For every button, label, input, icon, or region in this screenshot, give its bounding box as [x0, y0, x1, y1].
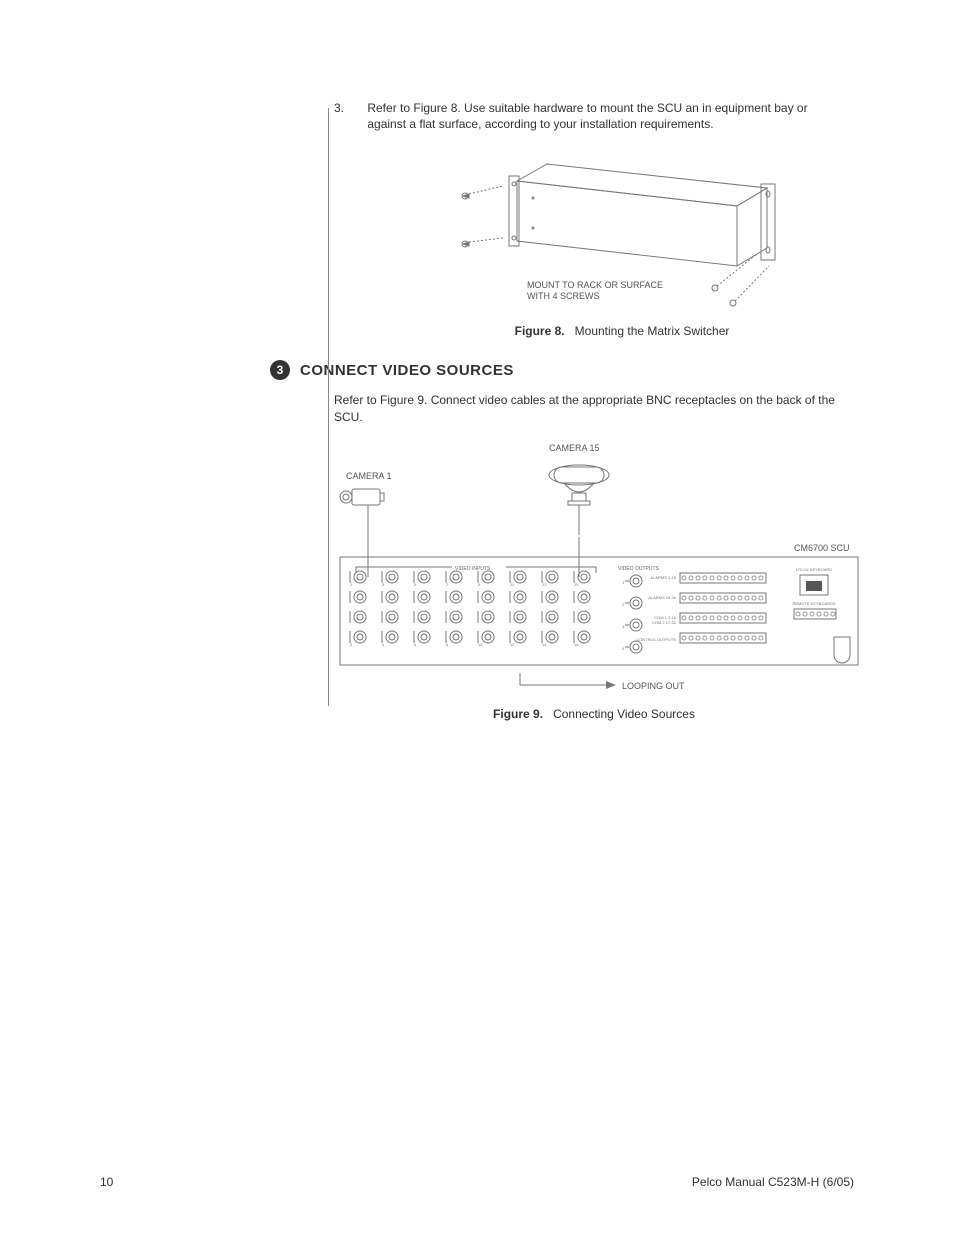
- fig8-caption-text: Mounting the Matrix Switcher: [575, 324, 730, 338]
- fig9-com2: COM 2 17-32: [652, 620, 677, 625]
- fig9-cam1-label: CAMERA 1: [346, 471, 392, 481]
- page: 3. Refer to Figure 8. Use suitable hardw…: [0, 0, 954, 1235]
- fig9-caption-text: Connecting Video Sources: [553, 707, 695, 721]
- install-step-3: 3. Refer to Figure 8. Use suitable hardw…: [334, 100, 854, 132]
- fig8-svg: MOUNT TO RACK OR SURFACE WITH 4 SCREWS: [457, 146, 787, 316]
- footer-manual: Pelco Manual C523M-H (6/05): [692, 1175, 854, 1189]
- svg-text:1: 1: [350, 582, 353, 587]
- fig9-svg: CAMERA 15 CAMERA 1 CM6700 SCU: [334, 439, 864, 699]
- figure-8: MOUNT TO RACK OR SURFACE WITH 4 SCREWS F…: [390, 146, 854, 338]
- svg-text:11: 11: [510, 582, 515, 587]
- fig9-local-kbd: LOCAL KEYBOARD: [796, 567, 832, 572]
- svg-text:7: 7: [446, 582, 449, 587]
- svg-text:3: 3: [382, 582, 385, 587]
- section-badge: 3: [270, 360, 290, 380]
- svg-text:4: 4: [382, 642, 385, 647]
- footer-page-num: 10: [100, 1175, 113, 1189]
- section-title: CONNECT VIDEO SOURCES: [300, 362, 514, 379]
- fig8-caption: Figure 8. Mounting the Matrix Switcher: [390, 324, 854, 338]
- svg-text:16: 16: [574, 642, 579, 647]
- fig8-caption-bold: Figure 8.: [515, 324, 565, 338]
- step-body: Refer to Figure 8. Use suitable hardware…: [367, 100, 837, 132]
- fig9-alarms-19-36: ALARMS 19-36: [648, 595, 677, 600]
- section-3-head: 3 CONNECT VIDEO SOURCES: [270, 360, 854, 380]
- section-rule: [328, 108, 329, 706]
- fig9-remote-kbd: REMOTE KEYBOARDS: [792, 601, 835, 606]
- svg-text:1: 1: [622, 580, 625, 585]
- page-footer: 10 Pelco Manual C523M-H (6/05): [100, 1175, 854, 1189]
- svg-text:10: 10: [478, 642, 483, 647]
- svg-text:15: 15: [574, 582, 579, 587]
- svg-text:8: 8: [446, 642, 449, 647]
- fig9-alarms-1-18: ALARMS 1-18: [650, 575, 676, 580]
- svg-text:13: 13: [542, 582, 547, 587]
- step-number: 3.: [334, 100, 364, 116]
- svg-text:14: 14: [542, 642, 547, 647]
- fig8-label-l1: MOUNT TO RACK OR SURFACE: [527, 280, 663, 290]
- fig8-label-l2: WITH 4 SCREWS: [527, 291, 600, 301]
- svg-text:6: 6: [414, 642, 417, 647]
- svg-text:9: 9: [478, 582, 481, 587]
- svg-text:2: 2: [622, 602, 625, 607]
- fig9-video-outputs: VIDEO OUTPUTS: [618, 566, 660, 572]
- svg-text:4: 4: [622, 646, 625, 651]
- fig9-caption: Figure 9. Connecting Video Sources: [334, 707, 854, 721]
- fig9-cam15-label: CAMERA 15: [549, 443, 600, 453]
- fig9-control-out: CONTROL OUTPUTS: [636, 637, 676, 642]
- svg-text:12: 12: [510, 642, 515, 647]
- figure-9: CAMERA 15 CAMERA 1 CM6700 SCU: [334, 439, 854, 721]
- fig9-caption-bold: Figure 9.: [493, 707, 543, 721]
- fig9-scu-label: CM6700 SCU: [794, 543, 850, 553]
- svg-text:3: 3: [622, 624, 625, 629]
- svg-text:5: 5: [414, 582, 417, 587]
- fig9-looping: LOOPING OUT: [622, 681, 685, 691]
- section-3-para: Refer to Figure 9. Connect video cables …: [334, 392, 844, 424]
- svg-text:2: 2: [350, 642, 353, 647]
